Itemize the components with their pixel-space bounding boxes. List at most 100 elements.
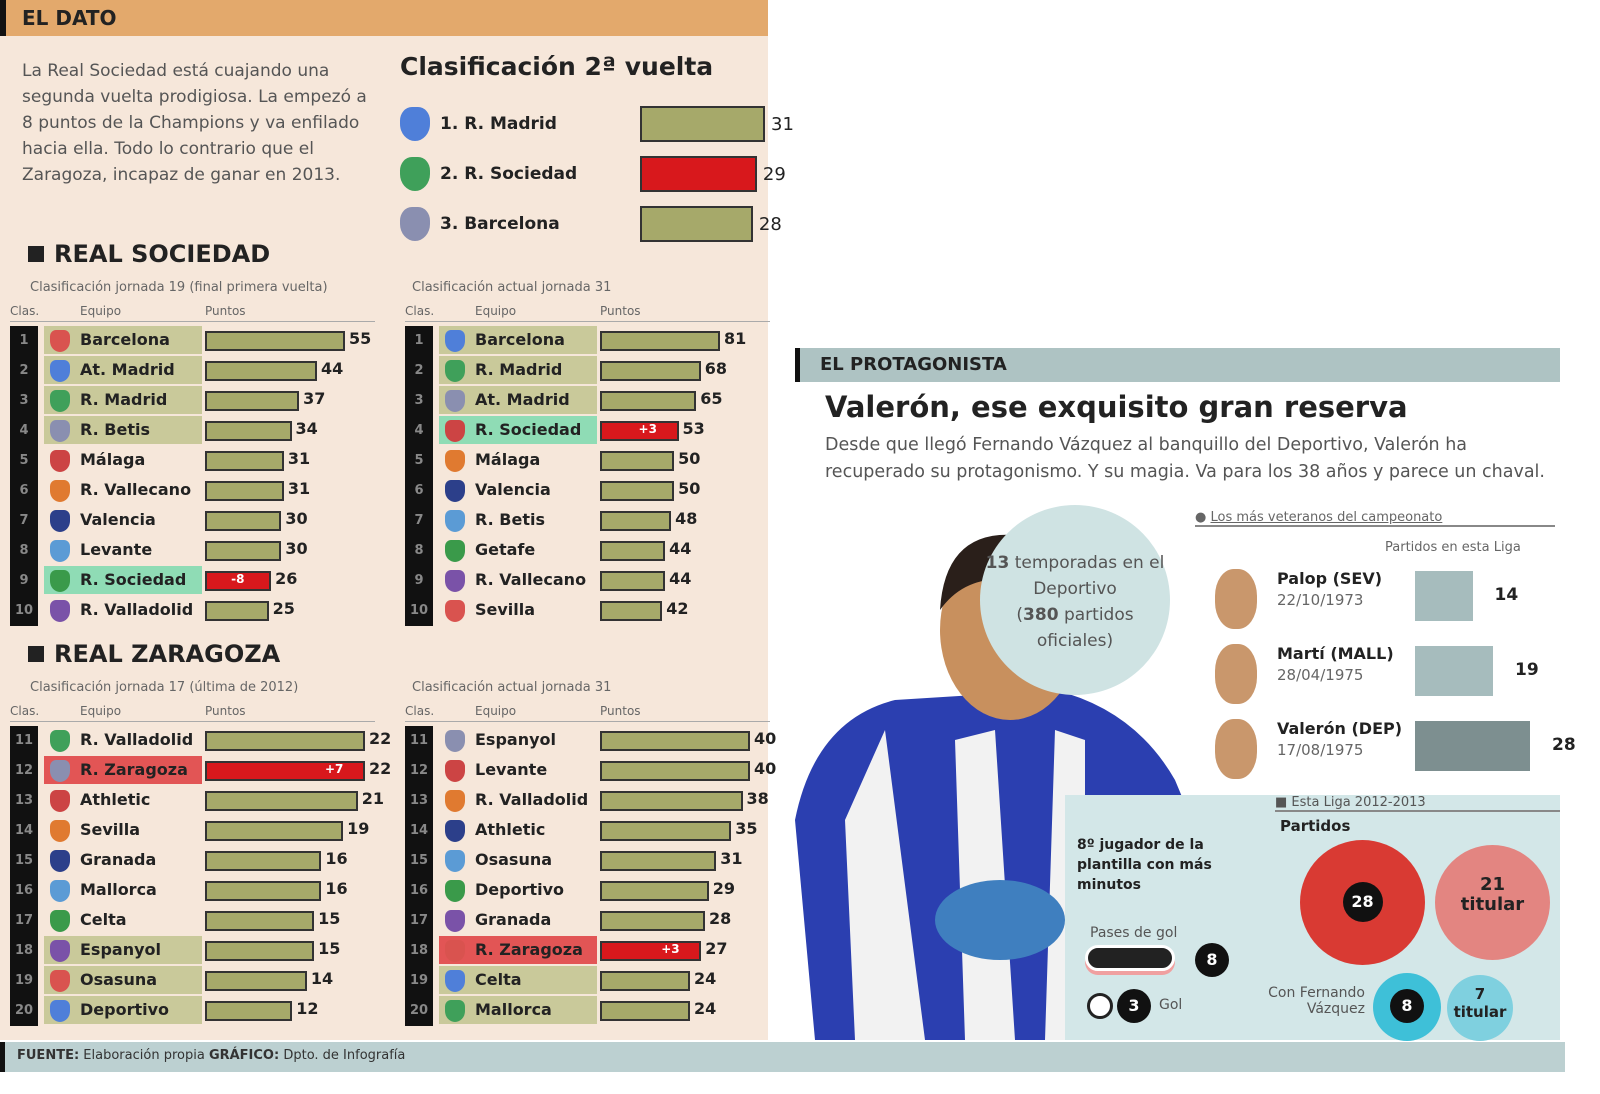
table-row: 3 R. Madrid 37	[10, 386, 375, 416]
con-fv-titular-value: 7	[1474, 985, 1486, 1003]
bar-value: 24	[694, 999, 717, 1018]
ball-icon	[1087, 993, 1113, 1019]
veterans-title: Los más veteranos del campeonato	[1210, 510, 1443, 525]
bar	[205, 391, 300, 411]
team-name: At. Madrid	[44, 356, 202, 384]
bar-value: 27	[705, 939, 728, 958]
table-row: 2 R. Madrid 68	[405, 356, 770, 386]
team-name: Mallorca	[439, 996, 597, 1024]
team-name: R. Betis	[44, 416, 202, 444]
titular-circle: 21 titular	[1435, 845, 1550, 960]
bar-value: 29	[762, 163, 786, 185]
team-name: Barcelona	[439, 326, 597, 354]
position: 8	[405, 536, 433, 566]
team-name: Barcelona	[44, 326, 202, 354]
team-label: R. Madrid	[475, 360, 563, 379]
team-name: Celta	[44, 906, 202, 934]
bar	[600, 851, 717, 871]
partidos-value: 28	[1342, 882, 1383, 922]
table-row: 16 Mallorca 16	[10, 876, 375, 906]
birth-date: 22/10/1973	[1277, 591, 1364, 609]
team-crest-icon	[445, 570, 465, 592]
partidos-label: Partidos	[1280, 817, 1351, 835]
team-crest-icon	[445, 850, 465, 872]
team-name: Valencia	[44, 506, 202, 534]
bar	[640, 156, 757, 192]
team-crest-icon	[50, 970, 70, 992]
team-label: Valencia	[475, 480, 551, 499]
table-header: Clas. Equipo Puntos	[405, 304, 770, 322]
team-name: Mallorca	[44, 876, 202, 904]
team-label: Granada	[475, 910, 552, 929]
position: 15	[10, 846, 38, 876]
table-row: 2 At. Madrid 44	[10, 356, 375, 386]
seasons-count: 13	[985, 553, 1010, 573]
titular-value: 21	[1479, 874, 1506, 895]
table-row: 7 R. Betis 48	[405, 506, 770, 536]
table-row: 5 Málaga 31	[10, 446, 375, 476]
bar	[205, 881, 322, 901]
team-name: Getafe	[439, 536, 597, 564]
team-label: Levante	[80, 540, 153, 559]
team-name: R. Vallecano	[439, 566, 597, 594]
intro-text: La Real Sociedad está cuajando una segun…	[22, 61, 367, 185]
team-name: Málaga	[44, 446, 202, 474]
bar	[205, 731, 365, 751]
bar	[600, 821, 732, 841]
position: 19	[10, 966, 38, 996]
bar-value: 30	[285, 509, 308, 528]
bar-value: 37	[303, 389, 326, 408]
veteran-row: Palop (SEV) 22/10/1973 14	[1215, 565, 1575, 635]
team-name: Celta	[439, 966, 597, 994]
position: 2	[10, 356, 38, 386]
position: 17	[10, 906, 38, 936]
team-crest-icon	[445, 360, 465, 382]
veterans-header: ● Los más veteranos del campeonato	[1195, 510, 1555, 527]
stats-header: ■ Esta Liga 2012-2013	[1275, 795, 1560, 812]
diff-label: +7	[325, 762, 344, 776]
section-header: EL PROTAGONISTA	[795, 348, 1560, 382]
table-row: 1 Barcelona 55	[10, 326, 375, 356]
bar-value: 21	[361, 789, 384, 808]
team-name: Levante	[44, 536, 202, 564]
team-crest-icon	[445, 390, 465, 412]
bar-value: 16	[325, 849, 348, 868]
source-value: Elaboración propia	[83, 1048, 205, 1063]
team-label: Athletic	[80, 790, 151, 809]
bar	[600, 791, 743, 811]
team-crest-icon	[50, 540, 70, 562]
bar	[205, 851, 322, 871]
team-crest-icon	[445, 1000, 465, 1022]
season-stats-box: ■ Esta Liga 2012-2013 Partidos 8º jugado…	[1065, 795, 1560, 1041]
diff-label: -8	[231, 572, 245, 586]
table-row: 20 Deportivo 12	[10, 996, 375, 1026]
position: 17	[405, 906, 433, 936]
player-photo-icon	[1215, 569, 1257, 629]
position: 7	[405, 506, 433, 536]
bar-value: 19	[1515, 660, 1539, 680]
position: 4	[10, 416, 38, 446]
table-row: 20 Mallorca 24	[405, 996, 770, 1026]
position: 19	[405, 966, 433, 996]
position: 3	[10, 386, 38, 416]
table-row: 7 Valencia 30	[10, 506, 375, 536]
table-row: 9 R. Vallecano 44	[405, 566, 770, 596]
team-label: Barcelona	[80, 330, 170, 349]
table-row: 15 Osasuna 31	[405, 846, 770, 876]
position: 6	[10, 476, 38, 506]
column-header: Puntos	[600, 304, 641, 318]
table-row: 11 Espanyol 40	[405, 726, 776, 756]
el-dato-panel: EL DATO La Real Sociedad está cuajando u…	[0, 0, 794, 1040]
veterans-subtitle: Partidos en esta Liga	[1385, 540, 1521, 555]
column-header: Equipo	[80, 304, 122, 318]
team-label: At. Madrid	[475, 390, 570, 409]
team-label: R. Vallecano	[475, 570, 587, 589]
bar	[205, 511, 282, 531]
column-header: Puntos	[205, 304, 246, 318]
titular-label: titular	[1460, 894, 1525, 915]
table-row: 8 Getafe 44	[405, 536, 770, 566]
table-row: 4 R. Sociedad +3 53	[405, 416, 770, 446]
column-header: Equipo	[475, 304, 517, 318]
position: 16	[10, 876, 38, 906]
bar-value: 35	[735, 819, 758, 838]
